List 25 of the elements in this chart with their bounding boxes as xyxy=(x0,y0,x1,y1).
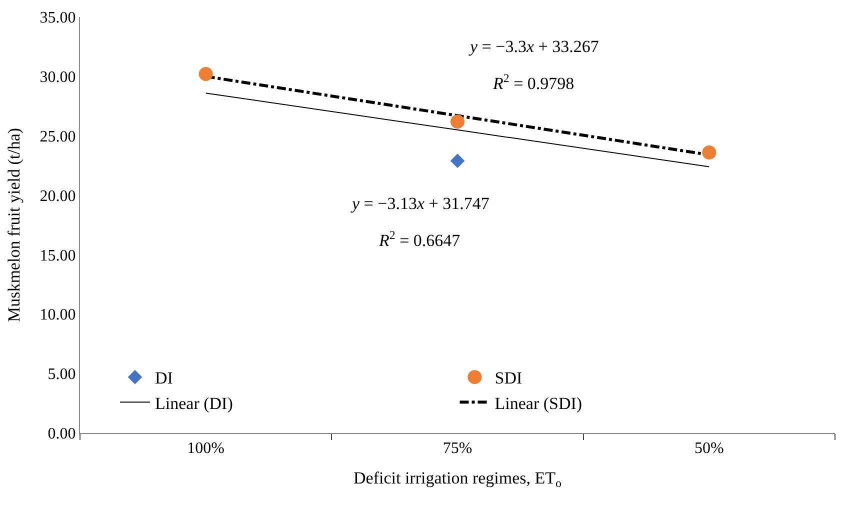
legend-label: Linear (SDI) xyxy=(494,394,582,413)
point xyxy=(198,67,213,82)
y-tick-label: 10.00 xyxy=(40,306,76,324)
x-tick-label: 100% xyxy=(187,440,224,458)
legend-label: Linear (DI) xyxy=(155,394,233,413)
y-tick-label: 25.00 xyxy=(40,128,76,146)
y-axis-title: Muskmelon fruit yield (t/ha) xyxy=(4,128,24,322)
point xyxy=(450,114,464,129)
legend-label: SDI xyxy=(494,368,522,388)
y-tick-label: 0.00 xyxy=(48,426,76,443)
annotation: R$^{2}$ = 0.9798 xyxy=(492,71,574,94)
legend-label: DI xyxy=(155,368,174,388)
point xyxy=(702,146,716,160)
annotation: y = −3.3x + 33.267 xyxy=(468,37,600,56)
x-tick-label: 75% xyxy=(442,440,472,458)
annotation: R$^{2}$ = 0.6647 xyxy=(378,228,461,250)
y-tick-label: 20.00 xyxy=(40,188,76,205)
y-tick-label: 30.00 xyxy=(40,69,76,86)
x-axis-title: Deficit irrigation regimes, ET$_{o}$ xyxy=(354,468,562,490)
point xyxy=(450,154,465,168)
y-tick-label: 35.00 xyxy=(40,10,76,27)
y-tick-label: 5.00 xyxy=(48,366,76,384)
annotation: y = −3.13x + 31.747 xyxy=(350,194,490,213)
y-tick-label: 15.00 xyxy=(40,247,76,264)
x-tick-label: 50% xyxy=(694,440,724,458)
